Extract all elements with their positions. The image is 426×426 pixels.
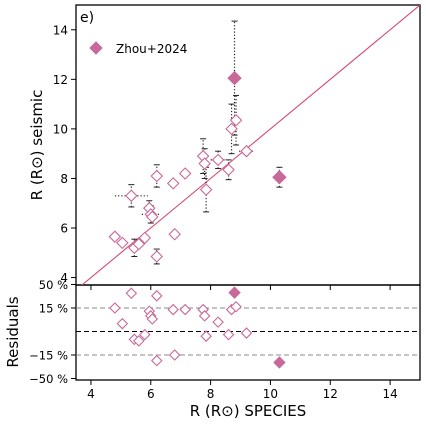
data-point [225,122,238,136]
data-point [116,236,129,250]
residual-point [139,328,151,341]
x-tick-label: 6 [147,387,155,401]
data-point [199,183,213,196]
panel-label: e) [80,10,94,26]
data-point [150,250,164,263]
residual-point [179,303,191,316]
residual-point [167,303,179,316]
data-point [146,210,159,224]
data-point [125,189,138,203]
zhou-residual-point [228,286,241,299]
zhou-residual-point [273,356,286,369]
y-tick-label: 14 [53,23,68,37]
data-point [222,163,235,177]
zhou-data-point [227,70,242,86]
y-tick-label: 6 [60,222,68,236]
y-tick-label: 12 [53,73,68,87]
x-axis-label: R (R⊙) SPECIES [190,402,307,420]
residual-y-tick-label: 50 % [39,278,68,292]
residual-point [222,328,235,341]
residual-y-axis-label: Residuals [4,296,22,367]
data-point [211,153,225,167]
y-tick-label: 8 [60,172,68,186]
data-point [178,167,192,180]
residual-y-tick-label: 15 % [39,302,68,316]
data-point [138,231,152,245]
residual-y-tick-label: −15 % [29,349,68,363]
x-tick-label: 10 [263,387,278,401]
x-tick-label: 14 [382,387,397,401]
residual-point [146,313,159,325]
residual-point [116,317,129,330]
legend-marker-filled-diamond [89,41,103,55]
top-plot-area [81,5,420,285]
legend: Zhou+2024 [89,41,187,56]
residual-y-tick-label: −50 % [29,372,68,386]
residual-point [198,310,211,322]
y-tick-label: 10 [53,122,68,136]
residual-point [150,290,163,302]
residual-point [200,330,212,342]
x-tick-label: 8 [207,387,215,401]
data-point [198,157,211,170]
axes: 4 6 8 10 12 14 4 6 8 10 12 14 50 % 15 % −15 % −50 % [29,23,398,401]
y-tick-label: 4 [60,271,68,285]
top-y-axis-label: R (R⊙) seismic [28,90,46,201]
residual-point [212,316,224,328]
residual-plot-area [76,286,420,369]
data-point [166,177,180,190]
data-point [150,169,164,183]
data-point [132,237,146,251]
data-point [168,227,181,241]
data-point [229,113,243,127]
residual-point [150,354,163,367]
residual-point [109,302,121,314]
legend-label: Zhou+2024 [116,42,187,56]
residual-point [125,287,138,299]
data-point [240,144,253,158]
zhou-data-point [272,170,287,185]
data-point [108,230,122,243]
x-tick-label: 4 [87,387,95,401]
x-tick-label: 12 [323,387,338,401]
residual-point [240,327,253,339]
residual-point [133,335,145,347]
residual-point [230,300,242,313]
residual-point [168,349,181,361]
residual-panel-frame [75,284,421,381]
